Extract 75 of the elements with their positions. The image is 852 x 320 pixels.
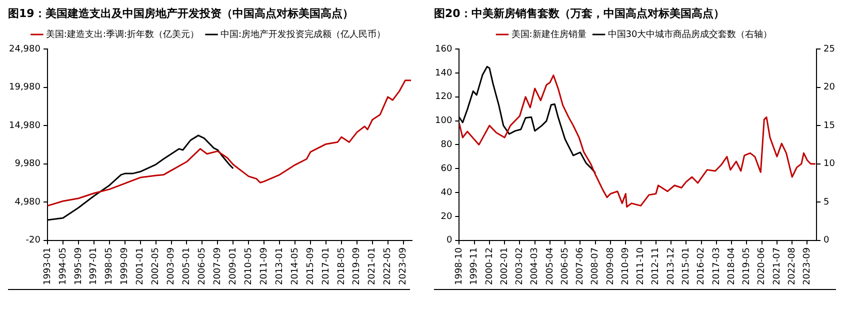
y2-tick-label: 20 [824,82,836,93]
y-tick-label: 60 [440,164,452,174]
x-tick-label: 2009-01 [228,247,238,286]
x-tick-label: 1995-09 [74,247,84,286]
x-tick-label: 2019-05 [742,247,752,286]
x-tick-label: 1994-05 [58,247,68,286]
legend-label: 美国:建造支出:季调:折年数（亿美元） [46,28,200,40]
x-tick-label: 2006-05 [560,247,570,286]
x-tick-label: 2017-03 [712,247,722,286]
y-tick-label: 160 [434,44,452,54]
x-tick-label: 2020-06 [757,247,768,286]
x-tick-label: 2015-09 [306,247,316,286]
x-tick-label: 1998-10 [454,247,465,286]
x-tick-label: 2006-05 [198,247,208,286]
x-tick-label: 1999-09 [120,247,130,286]
x-tick-label: 1998-05 [104,247,115,286]
y-tick-label: 20 [440,212,452,222]
y-tick-label: 140 [434,68,452,78]
x-tick-label: 2021-07 [772,247,782,286]
x-tick-label: 2023-09 [398,247,409,286]
x-tick-label: 2002-05 [151,247,162,286]
y-tick-label: 24,980 [8,44,41,54]
x-tick-label: 2019-09 [352,247,362,286]
y-tick-label: 0 [446,236,452,246]
legend-label: 美国:新建住房销量 [511,28,586,40]
y-tick-label: 9,980 [14,159,41,170]
x-tick-label: 2023-09 [802,247,813,286]
x-tick-label: 2007-09 [213,247,224,286]
x-tick-label: 2001-01 [136,247,146,286]
y-tick-label: 100 [434,116,452,126]
y-tick-label: 4,980 [14,197,41,208]
x-tick-label: 2011-09 [259,247,270,286]
x-tick-label: 1993-01 [42,247,53,286]
y2-tick-label: 10 [824,159,836,170]
x-tick-label: 2003-09 [166,247,177,286]
x-tick-label: 2002-01 [500,247,510,286]
legend-label: 中国:房地产开发投资完成额（亿人民币） [220,28,386,40]
x-tick-label: 2022-08 [787,247,798,286]
y2-tick-label: 5 [824,197,830,208]
x-tick-label: 2022-05 [383,247,394,286]
chart-title: 图20：中美新房销售套数（万套，中国高点对标美国高点） [433,6,726,22]
y-tick-label: 40 [440,188,452,198]
y-tick-label: 14,980 [8,120,41,131]
x-tick-label: 2018-05 [336,247,347,286]
x-tick-label: 2010-05 [244,247,254,286]
x-tick-label: 2017-01 [321,247,332,286]
x-tick-label: 2013-01 [274,247,285,286]
x-tick-label: 2009-08 [606,247,616,286]
y-tick-label: 19,980 [8,82,41,93]
x-tick-label: 1997-01 [89,247,100,286]
x-tick-label: 2005-04 [545,247,556,286]
x-tick-label: 1999-11 [470,247,480,286]
x-tick-label: 2005-01 [182,247,192,286]
y2-tick-label: 0 [824,236,830,246]
legend-label: 中国30大中城市商品房成交套数（右轴） [608,28,772,40]
x-tick-label: 2010-09 [620,247,631,286]
chart-title: 图19：美国建造支出及中国房地产开发投资（中国高点对标美国高点） [7,6,354,22]
y2-tick-label: 15 [824,120,835,131]
x-tick-label: 2011-10 [636,247,646,286]
x-tick-label: 2013-12 [666,247,676,286]
x-tick-label: 2015-01 [682,247,692,286]
x-tick-label: 2008-07 [590,247,601,286]
x-tick-label: 2021-01 [368,247,378,286]
y2-tick-label: 25 [824,44,835,54]
x-tick-label: 2012-11 [651,247,662,286]
y-tick-label: 80 [440,140,452,150]
y-tick-label: 120 [434,92,452,102]
x-tick-label: 2014-05 [290,247,300,286]
x-tick-label: 2000-12 [484,247,495,286]
x-tick-label: 2016-02 [696,247,707,286]
x-tick-label: 2004-03 [530,247,540,286]
x-tick-label: 2018-04 [726,247,737,286]
x-tick-label: 2007-06 [576,247,586,286]
y-tick-label: -20 [26,236,41,246]
x-tick-label: 2003-02 [515,247,526,286]
